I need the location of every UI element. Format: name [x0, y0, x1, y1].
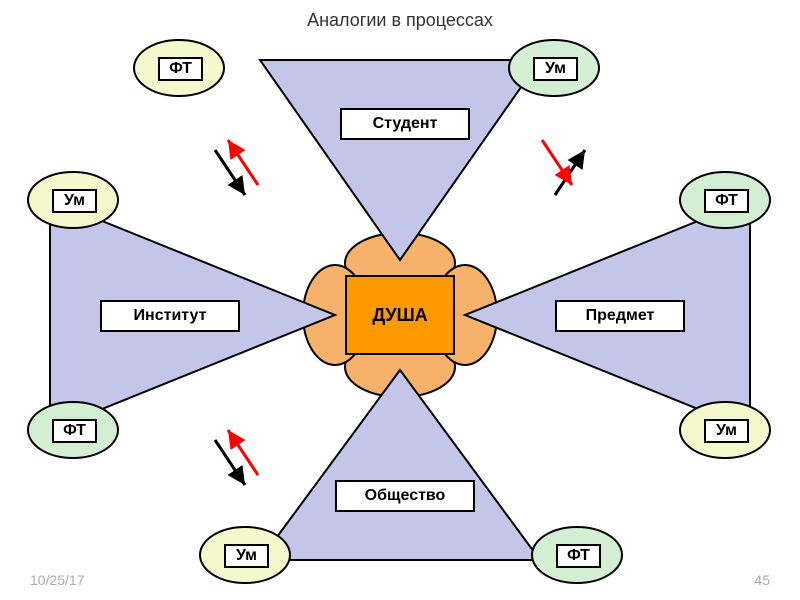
triangle-label-bottom: Общество — [335, 480, 475, 512]
ellipse-label-3: ФТ — [52, 419, 97, 443]
footer-page: 45 — [754, 572, 770, 588]
ellipse-label-0: ФТ — [158, 57, 203, 81]
triangle-label-left: Институт — [100, 300, 240, 332]
ellipse-label-5: Ум — [704, 419, 749, 443]
ellipse-label-1: Ум — [533, 57, 578, 81]
ellipse-label-2: Ум — [52, 189, 97, 213]
ellipse-label-6: Ум — [224, 544, 269, 568]
footer-date: 10/25/17 — [30, 572, 85, 588]
center-box: ДУША — [345, 275, 455, 355]
ellipse-label-4: ФТ — [704, 189, 749, 213]
ellipse-label-7: ФТ — [556, 544, 601, 568]
triangle-label-top: Студент — [340, 108, 470, 140]
triangle-label-right: Предмет — [555, 300, 685, 332]
diagram-canvas: Аналогии в процессах СтудентОбществоИнст… — [0, 0, 800, 600]
